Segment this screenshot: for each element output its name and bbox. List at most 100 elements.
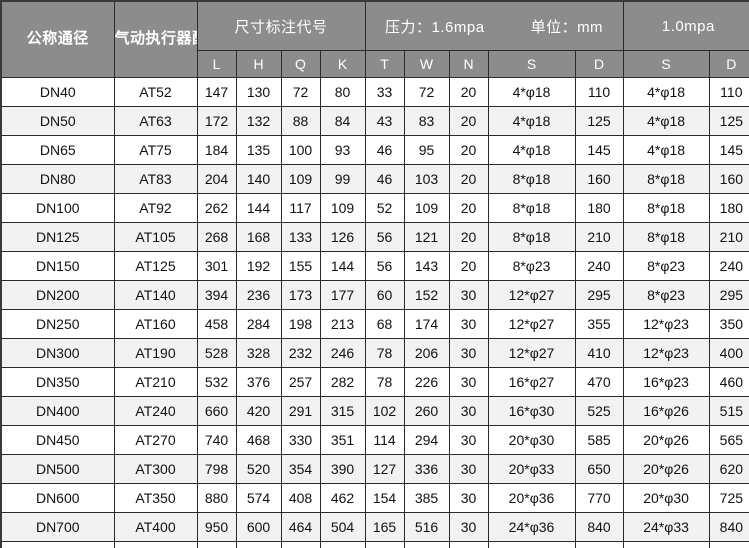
cell-D-10mpa: 295 — [709, 281, 749, 310]
header-col-L: L — [197, 51, 236, 78]
cell-T: 52 — [365, 194, 404, 223]
cell-D-16mpa: 355 — [575, 310, 623, 339]
cell-partial — [575, 542, 623, 548]
cell-N: 30 — [449, 397, 488, 426]
cell-nominal-diameter: DN150 — [1, 252, 114, 281]
cell-D-10mpa: 240 — [709, 252, 749, 281]
cell-S-16mpa: 8*φ23 — [488, 252, 575, 281]
cell-W: 103 — [404, 165, 449, 194]
cell-nominal-diameter: DN250 — [1, 310, 114, 339]
cell-S-10mpa: 20*φ26 — [623, 455, 709, 484]
cell-S-16mpa: 4*φ18 — [488, 136, 575, 165]
cell-D-10mpa: 400 — [709, 339, 749, 368]
cell-H: 130 — [236, 78, 281, 107]
cell-actuator-model: AT160 — [114, 310, 197, 339]
cell-actuator-model: AT300 — [114, 455, 197, 484]
cell-H: 420 — [236, 397, 281, 426]
cell-D-16mpa: 410 — [575, 339, 623, 368]
cell-N: 30 — [449, 339, 488, 368]
cell-N: 30 — [449, 513, 488, 542]
cell-D-10mpa: 620 — [709, 455, 749, 484]
cell-T: 114 — [365, 426, 404, 455]
cell-T: 127 — [365, 455, 404, 484]
cell-N: 20 — [449, 223, 488, 252]
cell-K: 84 — [320, 107, 365, 136]
cell-L: 740 — [197, 426, 236, 455]
header-col-S-16mpa: S — [488, 51, 575, 78]
cell-S-10mpa: 16*φ23 — [623, 368, 709, 397]
cell-Q: 88 — [281, 107, 320, 136]
cell-partial — [449, 542, 488, 548]
cell-H: 132 — [236, 107, 281, 136]
header-pressure-16mpa-label: 压力：1.6mpa — [385, 19, 485, 36]
cell-D-10mpa: 515 — [709, 397, 749, 426]
cell-S-10mpa: 8*φ23 — [623, 281, 709, 310]
cell-nominal-diameter: DN125 — [1, 223, 114, 252]
cell-L: 458 — [197, 310, 236, 339]
cell-D-16mpa: 210 — [575, 223, 623, 252]
cell-S-10mpa: 8*φ18 — [623, 165, 709, 194]
cell-H: 284 — [236, 310, 281, 339]
cell-D-16mpa: 160 — [575, 165, 623, 194]
cell-N: 20 — [449, 107, 488, 136]
cell-Q: 354 — [281, 455, 320, 484]
cell-actuator-model: AT210 — [114, 368, 197, 397]
cell-Q: 155 — [281, 252, 320, 281]
cell-D-16mpa: 110 — [575, 78, 623, 107]
cell-S-16mpa: 12*φ27 — [488, 310, 575, 339]
cell-D-10mpa: 565 — [709, 426, 749, 455]
cell-T: 68 — [365, 310, 404, 339]
cell-nominal-diameter: DN300 — [1, 339, 114, 368]
cell-D-16mpa: 770 — [575, 484, 623, 513]
cell-S-10mpa: 12*φ23 — [623, 339, 709, 368]
cell-actuator-model: AT190 — [114, 339, 197, 368]
cell-partial — [709, 542, 749, 548]
cell-nominal-diameter: DN100 — [1, 194, 114, 223]
cell-H: 192 — [236, 252, 281, 281]
cell-D-16mpa: 125 — [575, 107, 623, 136]
cell-W: 294 — [404, 426, 449, 455]
cell-actuator-model: AT105 — [114, 223, 197, 252]
cell-W: 336 — [404, 455, 449, 484]
cell-W: 385 — [404, 484, 449, 513]
cell-H: 236 — [236, 281, 281, 310]
table-row-partial — [1, 542, 749, 548]
cell-nominal-diameter: DN500 — [1, 455, 114, 484]
cell-nominal-diameter: DN200 — [1, 281, 114, 310]
cell-H: 168 — [236, 223, 281, 252]
cell-N: 20 — [449, 165, 488, 194]
cell-Q: 464 — [281, 513, 320, 542]
cell-K: 80 — [320, 78, 365, 107]
cell-L: 147 — [197, 78, 236, 107]
cell-L: 394 — [197, 281, 236, 310]
cell-N: 20 — [449, 252, 488, 281]
cell-nominal-diameter: DN400 — [1, 397, 114, 426]
cell-K: 351 — [320, 426, 365, 455]
cell-N: 30 — [449, 281, 488, 310]
cell-L: 204 — [197, 165, 236, 194]
cell-actuator-model: AT83 — [114, 165, 197, 194]
cell-S-16mpa: 4*φ18 — [488, 78, 575, 107]
cell-T: 78 — [365, 368, 404, 397]
cell-S-16mpa: 12*φ27 — [488, 281, 575, 310]
cell-W: 143 — [404, 252, 449, 281]
header-actuator-model: 气动执行器配型 — [114, 1, 197, 78]
cell-actuator-model: AT240 — [114, 397, 197, 426]
cell-S-10mpa: 24*φ33 — [623, 513, 709, 542]
cell-D-16mpa: 470 — [575, 368, 623, 397]
cell-actuator-model: AT92 — [114, 194, 197, 223]
cell-N: 20 — [449, 78, 488, 107]
header-col-Q: Q — [281, 51, 320, 78]
cell-S-10mpa: 4*φ18 — [623, 136, 709, 165]
cell-D-10mpa: 460 — [709, 368, 749, 397]
cell-L: 880 — [197, 484, 236, 513]
cell-L: 798 — [197, 455, 236, 484]
